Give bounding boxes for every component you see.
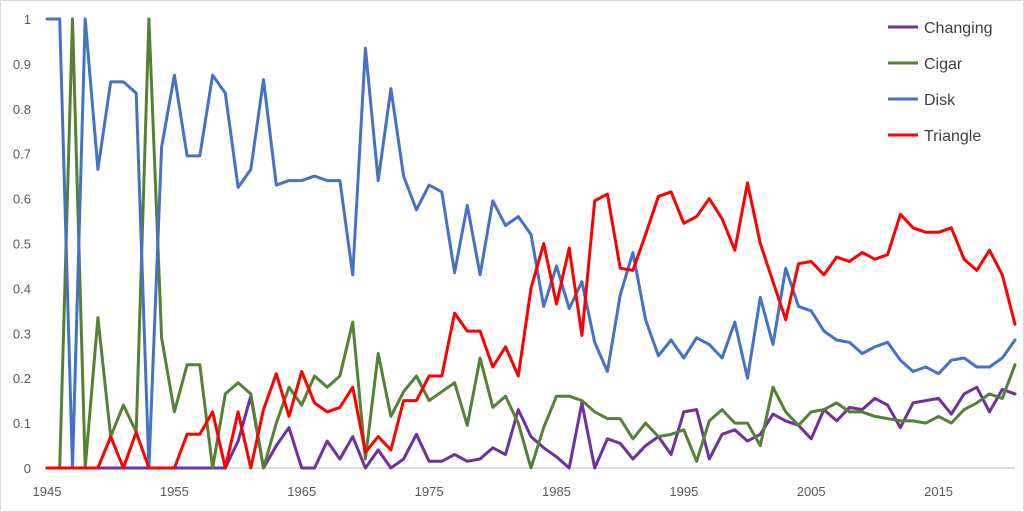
- x-axis-ticks: 1945 1955 1965 1975 1985 1995 2005 2015: [33, 484, 954, 499]
- series-line-changing: [45, 385, 1017, 470]
- x-tick-label: 1985: [542, 484, 571, 499]
- legend-label-triangle: Triangle: [924, 128, 981, 145]
- y-tick-label: 0.7: [13, 147, 31, 162]
- series-line-cigar: [45, 17, 1017, 470]
- x-tick-label: 2015: [924, 484, 953, 499]
- y-tick-label: 0.5: [13, 237, 31, 252]
- y-tick-label: 0.1: [13, 416, 31, 431]
- y-tick-label: 0.9: [13, 57, 31, 72]
- x-tick-label: 1945: [33, 484, 62, 499]
- x-tick-label: 1955: [160, 484, 189, 499]
- series-line-disk: [45, 17, 1017, 470]
- legend: Changing Cigar Disk Triangle: [888, 20, 993, 145]
- y-tick-label: 0.8: [13, 102, 31, 117]
- legend-label-disk: Disk: [924, 92, 956, 109]
- y-axis-ticks: 0 0.1 0.2 0.3 0.4 0.5 0.6 0.7 0.8 0.9 1: [13, 12, 31, 476]
- y-tick-label: 0.4: [13, 281, 31, 296]
- y-tick-label: 0.3: [13, 326, 31, 341]
- x-tick-label: 1965: [287, 484, 316, 499]
- series-lines: [45, 17, 1017, 470]
- x-tick-label: 1995: [669, 484, 698, 499]
- x-tick-label: 2005: [797, 484, 826, 499]
- series-line-triangle: [45, 181, 1017, 470]
- y-tick-label: 0.6: [13, 192, 31, 207]
- y-tick-label: 1: [24, 12, 31, 27]
- y-tick-label: 0: [24, 461, 31, 476]
- x-tick-label: 1975: [415, 484, 444, 499]
- legend-label-cigar: Cigar: [924, 56, 963, 73]
- legend-label-changing: Changing: [924, 20, 993, 37]
- y-tick-label: 0.2: [13, 371, 31, 386]
